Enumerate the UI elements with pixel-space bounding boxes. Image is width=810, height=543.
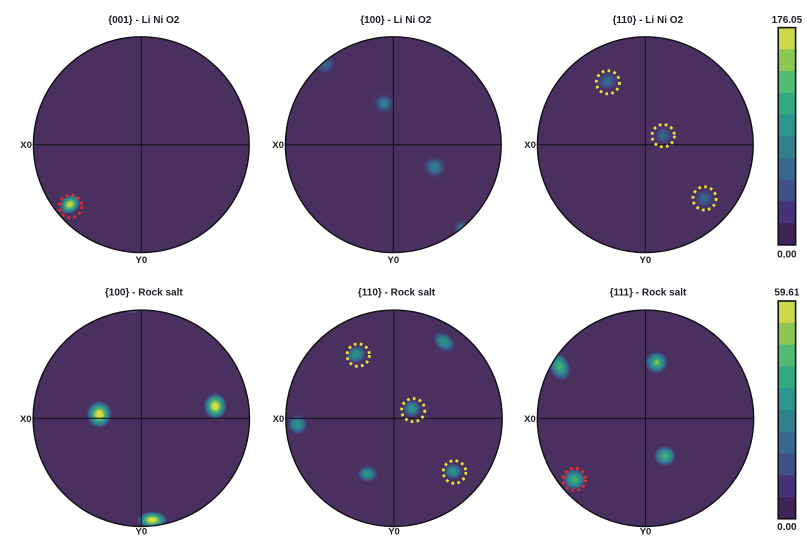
- svg-text:0.00: 0.00: [777, 522, 797, 533]
- svg-text:X0: X0: [272, 140, 284, 151]
- svg-text:{110} - Li Ni O2: {110} - Li Ni O2: [613, 15, 684, 26]
- svg-text:59.61: 59.61: [774, 287, 799, 298]
- svg-text:Y0: Y0: [387, 255, 399, 266]
- svg-text:Y0: Y0: [640, 527, 652, 538]
- svg-text:X0: X0: [273, 414, 285, 425]
- svg-text:X0: X0: [20, 140, 32, 151]
- svg-text:{100} - Rock salt: {100} - Rock salt: [105, 288, 183, 299]
- svg-text:Y0: Y0: [135, 255, 147, 266]
- svg-text:176.05: 176.05: [772, 15, 803, 26]
- svg-text:{111} - Rock salt: {111} - Rock salt: [610, 288, 687, 299]
- svg-text:X0: X0: [524, 140, 536, 151]
- svg-text:Y0: Y0: [639, 255, 651, 266]
- svg-text:{110} - Rock salt: {110} - Rock salt: [358, 288, 436, 299]
- svg-text:{100} - Li Ni O2: {100} - Li Ni O2: [360, 15, 432, 26]
- svg-text:0.00: 0.00: [777, 250, 797, 261]
- svg-text:X0: X0: [524, 414, 536, 425]
- svg-text:X0: X0: [20, 414, 32, 425]
- svg-text:{001} - Li Ni O2: {001} - Li Ni O2: [108, 15, 180, 26]
- svg-text:Y0: Y0: [135, 527, 147, 538]
- svg-text:Y0: Y0: [388, 527, 400, 538]
